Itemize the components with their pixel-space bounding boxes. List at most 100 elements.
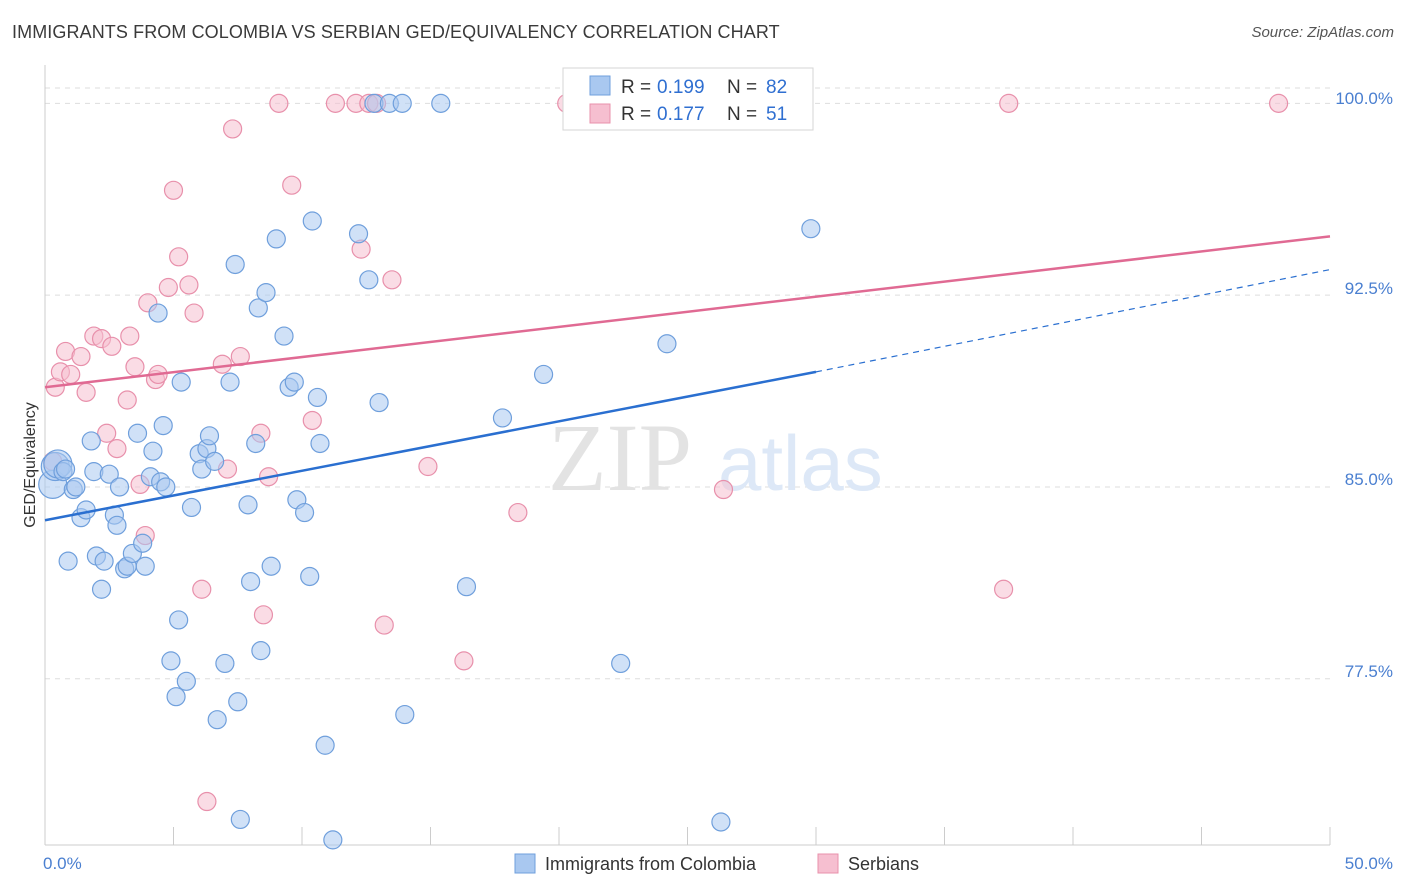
serbians-point-24 — [184, 303, 204, 323]
x-tick-label-min: 0.0% — [43, 854, 82, 873]
trend-lines — [44, 235, 1331, 522]
serbians-point-21 — [163, 180, 184, 200]
colombia-point-47 — [230, 809, 250, 830]
colombia-point-80 — [711, 812, 731, 832]
watermark-atlas: atlas — [718, 419, 883, 507]
serbians-point-9 — [97, 423, 117, 443]
colombia-point-65 — [315, 735, 335, 755]
colombia-point-56 — [274, 326, 294, 346]
serbians-point-43 — [382, 270, 402, 290]
colombia-point-24 — [135, 556, 155, 576]
legend-box: R = 0.199 N = 82 R = 0.177 N = 51 — [562, 67, 814, 131]
colombia-point-58 — [284, 372, 304, 392]
colombia-point-44 — [220, 372, 240, 392]
colombia-point-70 — [369, 392, 389, 413]
colombia-point-36 — [181, 497, 202, 518]
colombia-point-33 — [169, 610, 189, 630]
serbians-point-36 — [302, 410, 322, 431]
legend-n-label-serbians: N = — [727, 104, 757, 125]
serbians-point-14 — [125, 357, 145, 377]
colombia-point-68 — [359, 270, 379, 290]
serbians-point-13 — [120, 326, 140, 346]
colombia-point-78 — [611, 653, 631, 674]
colombia-point-63 — [307, 387, 328, 408]
colombia-point-53 — [256, 283, 276, 303]
colombia-point-10 — [81, 431, 101, 451]
y-tick-labels: 77.5% 85.0% 92.5% 100.0% — [1335, 89, 1393, 681]
colombia-point-4 — [55, 459, 76, 479]
serbians-point-35 — [282, 175, 302, 195]
legend-r-value-colombia: 0.199 — [657, 77, 705, 98]
colombia-point-79 — [657, 334, 677, 354]
colombia-trend-line — [44, 370, 817, 522]
bottom-legend-swatch-colombia — [514, 853, 536, 874]
colombia-point-45 — [225, 254, 245, 275]
colombia-point-43 — [215, 653, 235, 674]
colombia-point-27 — [148, 303, 168, 323]
colombia-point-75 — [456, 577, 477, 597]
legend-n-value-colombia: 82 — [766, 77, 787, 98]
serbians-point-48 — [713, 479, 734, 500]
serbians-point-46 — [508, 502, 528, 523]
colombia-point-13 — [91, 579, 112, 599]
colombia-point-51 — [248, 298, 268, 318]
colombia-point-5 — [58, 551, 78, 571]
x-tick-label-max: 50.0% — [1345, 854, 1393, 873]
chart-title: IMMIGRANTS FROM COLOMBIA VS SERBIAN GED/… — [12, 22, 780, 42]
serbians-point-5 — [71, 346, 91, 367]
serbians-point-34 — [269, 93, 289, 113]
colombia-points — [38, 93, 821, 850]
colombia-point-22 — [127, 423, 148, 443]
colombia-point-74 — [431, 93, 451, 113]
colombia-point-52 — [251, 641, 271, 661]
colombia-point-64 — [310, 433, 330, 454]
bottom-legend-label-colombia: Immigrants from Colombia — [545, 854, 757, 874]
serbians-point-51 — [1268, 93, 1289, 113]
colombia-point-18 — [109, 477, 130, 497]
serbians-trend-line — [44, 235, 1331, 389]
colombia-point-32 — [166, 687, 186, 707]
colombia-point-77 — [533, 364, 554, 385]
colombia-point-61 — [300, 566, 320, 587]
colombia-point-48 — [238, 495, 258, 515]
legend-n-value-serbians: 51 — [766, 104, 787, 125]
serbians-point-42 — [374, 615, 394, 635]
watermark-zip: ZIP — [548, 404, 692, 511]
colombia-point-76 — [492, 408, 513, 428]
colombia-point-30 — [156, 477, 176, 497]
colombia-point-72 — [392, 93, 412, 113]
serbians-point-4 — [61, 364, 81, 385]
bottom-legend-label-serbians: Serbians — [848, 854, 919, 874]
colombia-point-50 — [246, 433, 266, 454]
y-axis-label: GED/Equivalency — [22, 402, 39, 527]
watermark: ZIP atlas — [548, 404, 883, 511]
legend-n-label-colombia: N = — [727, 77, 757, 98]
serbians-point-44 — [418, 456, 438, 477]
colombia-point-55 — [266, 229, 286, 249]
serbians-point-20 — [158, 277, 178, 298]
serbians-point-11 — [107, 439, 127, 459]
colombia-point-14 — [94, 551, 114, 571]
y-tick-label-92-5: 92.5% — [1345, 279, 1393, 298]
serbians-point-25 — [192, 579, 212, 599]
colombia-point-67 — [348, 224, 369, 244]
y-tick-label-100: 100.0% — [1335, 89, 1393, 108]
colombia-point-73 — [395, 704, 415, 725]
serbians-point-22 — [169, 247, 189, 267]
serbians-point-32 — [253, 605, 274, 625]
colombia-point-35 — [176, 671, 196, 691]
colombia-point-29 — [153, 415, 173, 436]
legend-swatch-serbians — [589, 103, 611, 124]
serbians-point-26 — [197, 791, 217, 812]
serbians-point-27 — [212, 354, 232, 374]
colombia-point-7 — [66, 477, 86, 497]
colombia-point-49 — [241, 571, 261, 592]
legend-r-label-colombia: R = — [621, 77, 651, 98]
serbians-point-50 — [999, 93, 1019, 113]
source-label: Source: ZipAtlas.com — [1251, 24, 1394, 41]
serbians-point-29 — [223, 119, 243, 139]
serbians-point-45 — [454, 651, 474, 671]
colombia-point-42 — [207, 710, 227, 730]
bottom-legend-swatch-serbians — [817, 853, 839, 874]
